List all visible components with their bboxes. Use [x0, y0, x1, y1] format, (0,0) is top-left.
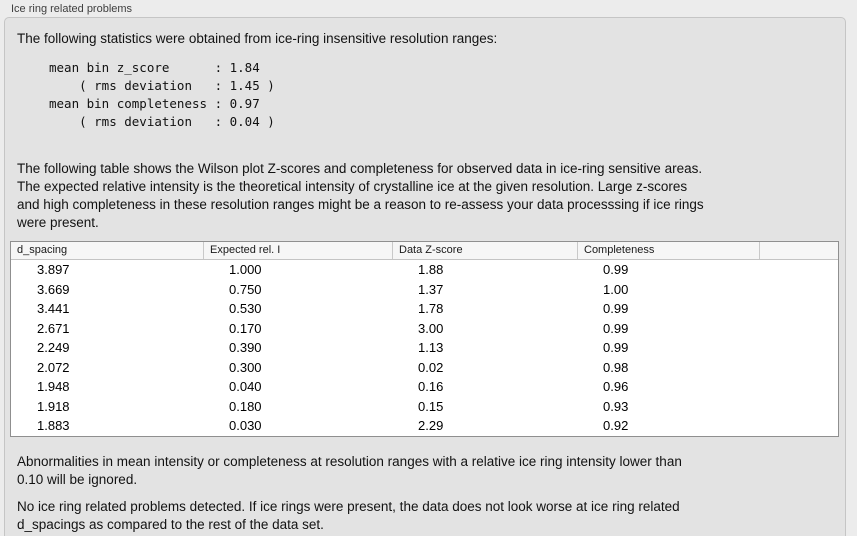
panel-title: Ice ring related problems [11, 3, 133, 15]
ice-ring-table: d_spacing Expected rel. I Data Z-score C… [10, 241, 839, 437]
cell-empty [759, 397, 838, 417]
cell-data-z-score: 2.29 [418, 418, 444, 433]
cell-expected-rel: 0.530 [229, 301, 262, 316]
cell-d-spacing: 1.918 [37, 398, 70, 414]
cell-completeness: 0.93 [603, 398, 629, 414]
column-header-d-spacing[interactable]: d_spacing [17, 244, 68, 256]
cell-d-spacing: 2.671 [37, 320, 70, 336]
cell-expected-rel: 0.030 [229, 418, 262, 433]
cell-completeness: 0.99 [603, 262, 629, 277]
cell-empty [759, 280, 838, 300]
cell-completeness: 0.99 [603, 320, 629, 336]
cell-expected-rel: 0.170 [229, 320, 262, 336]
table-description-text: The following table shows the Wilson plo… [17, 161, 704, 230]
cell-completeness: 0.96 [603, 379, 629, 394]
cell-completeness: 1.00 [603, 281, 629, 297]
intro-text: The following statistics were obtained f… [17, 31, 498, 46]
cell-d-spacing: 2.072 [37, 359, 70, 375]
cell-data-z-score: 1.88 [418, 262, 444, 277]
cell-data-z-score: 0.16 [418, 379, 444, 394]
cell-data-z-score: 1.13 [418, 340, 444, 355]
cell-expected-rel: 0.180 [229, 398, 262, 414]
cell-expected-rel: 1.000 [229, 262, 262, 277]
table-body: 3.897 1.000 1.88 0.99 3.669 0.750 1.37 1… [11, 260, 838, 436]
column-header-empty [759, 242, 838, 259]
cell-completeness: 0.98 [603, 359, 629, 375]
table-row[interactable]: 3.897 1.000 1.88 0.99 [11, 260, 838, 280]
cell-d-spacing: 3.897 [37, 262, 70, 277]
cell-data-z-score: 0.15 [418, 398, 444, 414]
table-row[interactable]: 3.669 0.750 1.37 1.00 [11, 280, 838, 300]
cell-expected-rel: 0.300 [229, 359, 262, 375]
cell-empty [759, 260, 838, 280]
cell-empty [759, 338, 838, 358]
column-header-data-z-score[interactable]: Data Z-score [392, 242, 577, 259]
cell-empty [759, 358, 838, 378]
table-row[interactable]: 1.918 0.180 0.15 0.93 [11, 397, 838, 417]
table-row[interactable]: 2.671 0.170 3.00 0.99 [11, 319, 838, 339]
cell-d-spacing: 3.441 [37, 301, 70, 316]
table-row[interactable]: 1.948 0.040 0.16 0.96 [11, 377, 838, 397]
cell-d-spacing: 2.249 [37, 340, 70, 355]
table-row[interactable]: 3.441 0.530 1.78 0.99 [11, 299, 838, 319]
table-row[interactable]: 2.072 0.300 0.02 0.98 [11, 358, 838, 378]
column-header-completeness[interactable]: Completeness [577, 242, 759, 259]
panel-group-box: The following statistics were obtained f… [4, 17, 846, 536]
cell-d-spacing: 3.669 [37, 281, 70, 297]
cell-expected-rel: 0.750 [229, 281, 262, 297]
ignore-threshold-note: Abnormalities in mean intensity or compl… [17, 453, 682, 487]
cell-data-z-score: 1.37 [418, 281, 444, 297]
cell-completeness: 0.99 [603, 301, 629, 316]
cell-empty [759, 377, 838, 397]
cell-empty [759, 319, 838, 339]
cell-completeness: 0.99 [603, 340, 629, 355]
cell-data-z-score: 1.78 [418, 301, 444, 316]
statistics-block: mean bin z_score : 1.84 ( rms deviation … [49, 60, 275, 129]
column-header-expected-rel-i[interactable]: Expected rel. I [203, 242, 392, 259]
cell-data-z-score: 0.02 [418, 359, 444, 375]
cell-empty [759, 416, 838, 436]
table-row[interactable]: 2.249 0.390 1.13 0.99 [11, 338, 838, 358]
cell-d-spacing: 1.883 [37, 418, 70, 433]
conclusion-text: No ice ring related problems detected. I… [17, 498, 680, 532]
cell-completeness: 0.92 [603, 418, 629, 433]
cell-data-z-score: 3.00 [418, 320, 444, 336]
table-header-row: d_spacing Expected rel. I Data Z-score C… [11, 242, 838, 260]
cell-empty [759, 299, 838, 319]
table-row[interactable]: 1.883 0.030 2.29 0.92 [11, 416, 838, 436]
cell-expected-rel: 0.390 [229, 340, 262, 355]
cell-expected-rel: 0.040 [229, 379, 262, 394]
cell-d-spacing: 1.948 [37, 379, 70, 394]
